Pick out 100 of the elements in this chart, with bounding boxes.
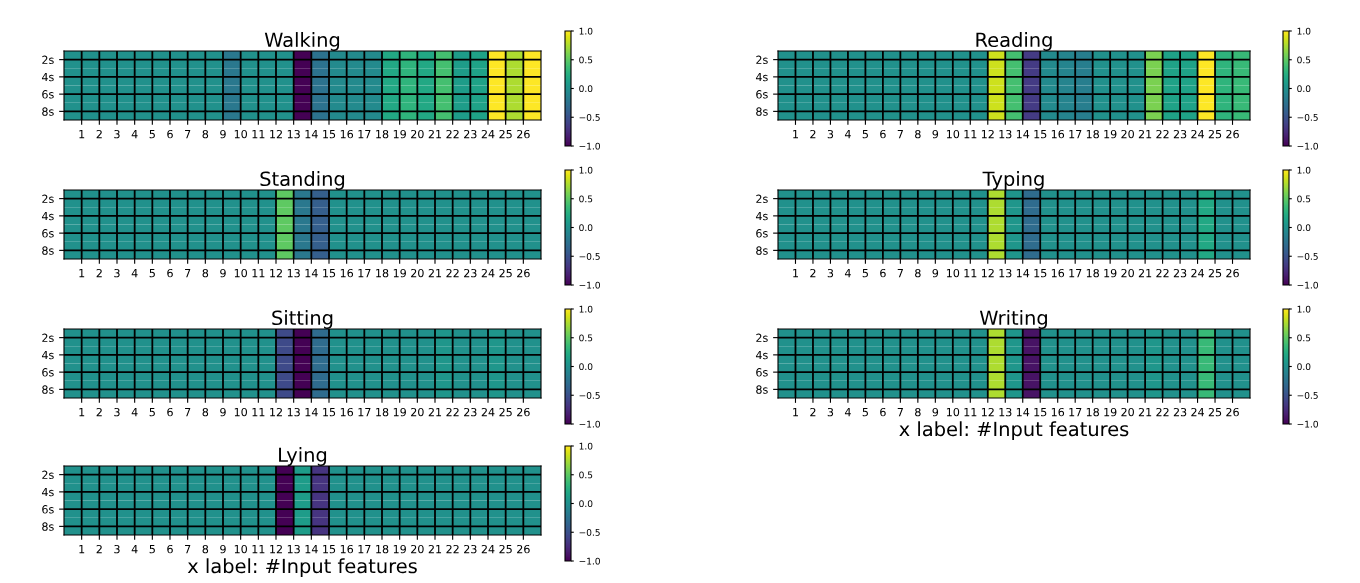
x-tick-label: 25 bbox=[1208, 268, 1222, 278]
x-tick-label: 9 bbox=[932, 129, 939, 139]
x-tick-label: 15 bbox=[1034, 130, 1047, 139]
color-bar-label: −0.5 bbox=[1297, 252, 1318, 260]
x-tick-label: 7 bbox=[185, 545, 191, 554]
x-tick-label: 22 bbox=[446, 544, 459, 554]
x-tick-label: 15 bbox=[323, 269, 336, 278]
color-bar-label: 0.0 bbox=[1297, 363, 1311, 371]
x-tick-label: 14 bbox=[1016, 269, 1030, 278]
x-tick-label: 12 bbox=[270, 544, 282, 554]
y-tick-label: 2s bbox=[42, 470, 54, 479]
color-bar-label: −1.0 bbox=[1297, 281, 1318, 289]
x-tick-label: 20 bbox=[1121, 129, 1134, 139]
x-tick-label: 12 bbox=[270, 268, 282, 278]
x-tick-label: 10 bbox=[946, 268, 960, 278]
y-tick-label: 4s bbox=[755, 212, 768, 221]
x-tick-label: 5 bbox=[149, 269, 155, 278]
x-tick-label: 22 bbox=[1156, 129, 1169, 139]
color-bar-label: −0.5 bbox=[1297, 113, 1318, 121]
y-tick-label: 8s bbox=[756, 246, 768, 255]
x-tick-label: 24 bbox=[481, 407, 495, 417]
x-tick-label: 19 bbox=[1104, 407, 1117, 417]
y-tick-label: 2s bbox=[42, 333, 54, 342]
x-tick-label: 9 bbox=[220, 407, 226, 417]
color-bar-label: 1.0 bbox=[579, 305, 593, 313]
x-tick-label: 8 bbox=[202, 544, 209, 554]
x-tick-label: 25 bbox=[499, 268, 512, 278]
y-tick-label: 8s bbox=[42, 107, 54, 116]
x-tick-label: 6 bbox=[880, 268, 886, 278]
x-tick-label: 14 bbox=[305, 269, 318, 278]
x-tick-label: 16 bbox=[1051, 407, 1065, 417]
x-tick-label: 24 bbox=[1191, 129, 1204, 139]
x-tick-label: 23 bbox=[464, 129, 477, 139]
x-tick-label: 20 bbox=[411, 544, 424, 554]
x-tick-label: 10 bbox=[234, 129, 247, 139]
y-tick-label: 8s bbox=[756, 385, 768, 394]
x-tick-label: 17 bbox=[1069, 269, 1082, 278]
x-tick-label: 6 bbox=[167, 544, 173, 554]
x-tick-label: 13 bbox=[287, 544, 300, 554]
x-tick-label: 3 bbox=[114, 129, 120, 139]
color-bar-label: 0.5 bbox=[579, 195, 593, 203]
x-tick-label: 12 bbox=[981, 129, 994, 139]
x-tick-label: 1 bbox=[79, 130, 85, 139]
x-tick-label: 11 bbox=[964, 130, 977, 139]
x-tick-label: 14 bbox=[1016, 130, 1030, 139]
x-tick-label: 8 bbox=[202, 129, 209, 139]
x-tick-label: 5 bbox=[149, 545, 155, 554]
y-tick-label: 4s bbox=[755, 73, 768, 82]
chart-title: Typing bbox=[982, 171, 1044, 190]
x-tick-label: 7 bbox=[185, 269, 191, 278]
x-tick-label: 13 bbox=[999, 407, 1012, 417]
x-axis-title: x label: #Input features bbox=[187, 558, 417, 578]
x-tick-label: 24 bbox=[1191, 407, 1204, 417]
color-bar-label: 0.0 bbox=[1297, 224, 1311, 232]
x-tick-label: 2 bbox=[96, 544, 102, 554]
x-tick-label: 18 bbox=[376, 129, 389, 139]
x-tick-label: 26 bbox=[1226, 129, 1239, 139]
x-tick-label: 5 bbox=[862, 130, 868, 139]
y-tick-label: 2s bbox=[42, 194, 54, 203]
y-tick-label: 8s bbox=[42, 246, 54, 255]
x-tick-label: 23 bbox=[1173, 129, 1187, 139]
color-bar-label: 0.5 bbox=[579, 334, 593, 342]
color-bar-label: −1.0 bbox=[579, 142, 600, 150]
x-tick-label: 13 bbox=[999, 268, 1012, 278]
x-tick-label: 18 bbox=[376, 268, 389, 278]
x-tick-label: 13 bbox=[287, 129, 300, 139]
x-tick-label: 26 bbox=[1226, 268, 1239, 278]
x-tick-label: 22 bbox=[446, 407, 459, 417]
x-tick-label: 17 bbox=[358, 408, 371, 417]
x-axis-title: x label: #Input features bbox=[899, 421, 1129, 441]
y-tick-label: 4s bbox=[41, 212, 54, 221]
color-bar-label: −0.5 bbox=[579, 391, 600, 399]
x-tick-label: 23 bbox=[1173, 407, 1187, 417]
x-tick-label: 10 bbox=[234, 268, 247, 278]
chart-title: Writing bbox=[979, 310, 1047, 329]
color-bar-label: 0.0 bbox=[579, 363, 593, 371]
x-tick-label: 18 bbox=[1086, 129, 1099, 139]
x-tick-label: 13 bbox=[287, 268, 300, 278]
y-tick-label: 4s bbox=[41, 488, 54, 497]
x-tick-label: 10 bbox=[234, 544, 247, 554]
x-tick-label: 25 bbox=[1208, 129, 1222, 139]
x-tick-label: 8 bbox=[915, 129, 921, 139]
chart-title: Lying bbox=[279, 447, 327, 466]
x-tick-label: 9 bbox=[220, 544, 226, 554]
color-bar-label: 0.5 bbox=[1297, 56, 1311, 64]
x-tick-label: 23 bbox=[464, 268, 477, 278]
y-tick-label: 6s bbox=[756, 229, 768, 238]
x-tick-label: 9 bbox=[220, 129, 226, 139]
color-bar-label: 0.5 bbox=[579, 56, 593, 64]
x-tick-label: 20 bbox=[1121, 407, 1134, 417]
color-bar-label: 0.5 bbox=[579, 471, 593, 479]
x-tick-label: 21 bbox=[428, 129, 442, 139]
x-tick-label: 1 bbox=[793, 269, 798, 278]
x-tick-label: 1 bbox=[79, 408, 85, 417]
x-tick-label: 20 bbox=[411, 268, 424, 278]
x-tick-label: 14 bbox=[1016, 408, 1030, 417]
color-bar-label: 1.0 bbox=[579, 442, 593, 450]
x-tick-label: 14 bbox=[305, 130, 318, 139]
x-tick-label: 19 bbox=[1104, 129, 1117, 139]
x-tick-label: 22 bbox=[1156, 407, 1169, 417]
